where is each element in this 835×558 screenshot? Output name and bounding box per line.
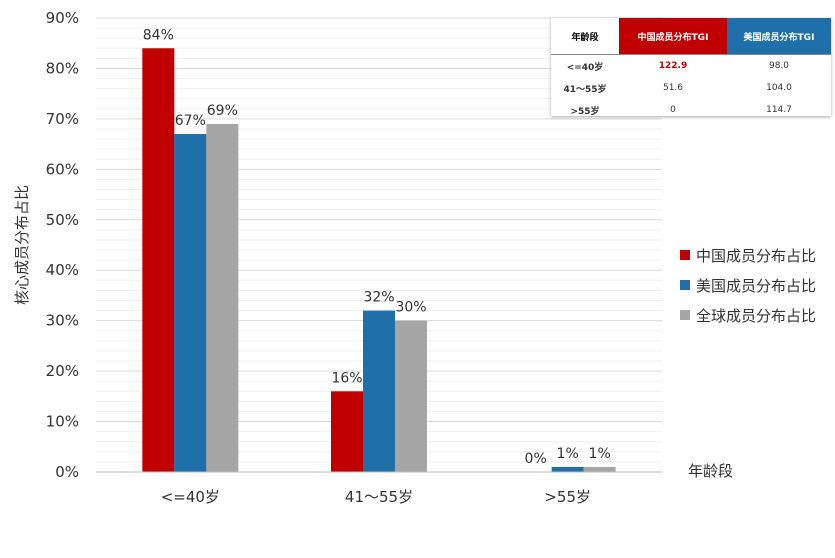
tgi-row: <=40岁 122.9 98.0 <box>551 54 831 77</box>
data-label: 1% <box>557 446 579 462</box>
tgi-cell-china: 0 <box>670 105 676 115</box>
x-category-label: >55岁 <box>544 488 591 506</box>
y-axis-label: 核心成员分布占比 <box>13 185 31 305</box>
tgi-row: >55岁 0 114.7 <box>551 99 831 121</box>
legend-label-global: 全球成员分布占比 <box>696 306 817 325</box>
bar-1-2 <box>551 466 584 472</box>
bar-2-0 <box>206 123 239 472</box>
data-labels: 84% 67%69% 16% 32%30% 0% 1% 1% <box>143 27 611 467</box>
y-tick-label: 30% <box>46 312 79 330</box>
legend-item-china: 中国成员分布占比 <box>680 240 816 270</box>
bars <box>142 48 616 473</box>
bar-1-0 <box>174 134 207 472</box>
tgi-cell-us: 98.0 <box>727 54 831 77</box>
legend-swatch-china <box>680 250 690 260</box>
tgi-cell-age: >55岁 <box>570 106 600 117</box>
tgi-cell-china: 122.9 <box>619 54 727 77</box>
bar-2-1 <box>395 320 427 472</box>
bar-2-2 <box>583 466 616 472</box>
y-tick-label: 70% <box>46 110 79 128</box>
y-tick-label: 20% <box>46 362 79 380</box>
tgi-header-china: 中国成员分布TGI <box>619 18 727 55</box>
x-axis-categories: <=40岁 41～55岁 >55岁 <box>161 488 591 506</box>
y-axis-ticks: 0% 10% 20% 30% 40% 50% 60% 70% 80% 90% <box>46 9 79 481</box>
legend-label-us: 美国成员分布占比 <box>696 276 817 295</box>
tgi-header-row: 年龄段 中国成员分布TGI 美国成员分布TGI <box>551 18 831 55</box>
data-label: 30% <box>395 300 426 316</box>
data-label: 67% <box>175 113 206 129</box>
tgi-cell-age: 41～55岁 <box>563 84 607 95</box>
tgi-cell-china: 51.6 <box>662 83 684 93</box>
y-tick-label: 10% <box>46 413 79 431</box>
legend: 中国成员分布占比 美国成员分布占比 全球成员分布占比 <box>680 240 816 330</box>
data-label: 0% <box>525 451 547 467</box>
bar-1-1 <box>363 310 395 472</box>
bar-0-0 <box>142 48 175 473</box>
y-tick-label: 0% <box>55 463 79 481</box>
y-tick-label: 80% <box>46 59 79 77</box>
x-category-label: 41～55岁 <box>345 488 413 506</box>
legend-swatch-us <box>680 280 690 290</box>
x-axis-label: 年龄段 <box>688 462 734 480</box>
legend-item-us: 美国成员分布占比 <box>680 270 816 300</box>
data-label: 32% <box>363 290 394 306</box>
tgi-cell-us: 104.0 <box>766 83 792 93</box>
data-label: 84% <box>143 27 174 43</box>
y-tick-label: 50% <box>46 211 79 229</box>
tgi-row: 41～55岁 51.6 104.0 <box>551 77 831 99</box>
x-category-label: <=40岁 <box>161 488 220 506</box>
y-tick-label: 60% <box>46 160 79 178</box>
bar-0-1 <box>331 391 363 472</box>
legend-label-china: 中国成员分布占比 <box>696 246 817 265</box>
legend-swatch-global <box>680 310 690 320</box>
data-label: 1% <box>589 446 611 462</box>
tgi-table-grid: 年龄段 中国成员分布TGI 美国成员分布TGI <=40岁 122.9 98.0… <box>551 18 831 121</box>
tgi-table: 年龄段 中国成员分布TGI 美国成员分布TGI <=40岁 122.9 98.0… <box>551 18 831 117</box>
y-tick-label: 90% <box>46 9 79 27</box>
tgi-header-us: 美国成员分布TGI <box>727 18 831 55</box>
data-label: 16% <box>331 370 362 386</box>
y-tick-label: 40% <box>46 261 79 279</box>
data-label: 69% <box>207 103 238 119</box>
tgi-cell-age: <=40岁 <box>551 54 619 77</box>
tgi-cell-us: 114.7 <box>766 105 792 115</box>
legend-item-global: 全球成员分布占比 <box>680 300 816 330</box>
tgi-header-age: 年龄段 <box>551 18 619 55</box>
